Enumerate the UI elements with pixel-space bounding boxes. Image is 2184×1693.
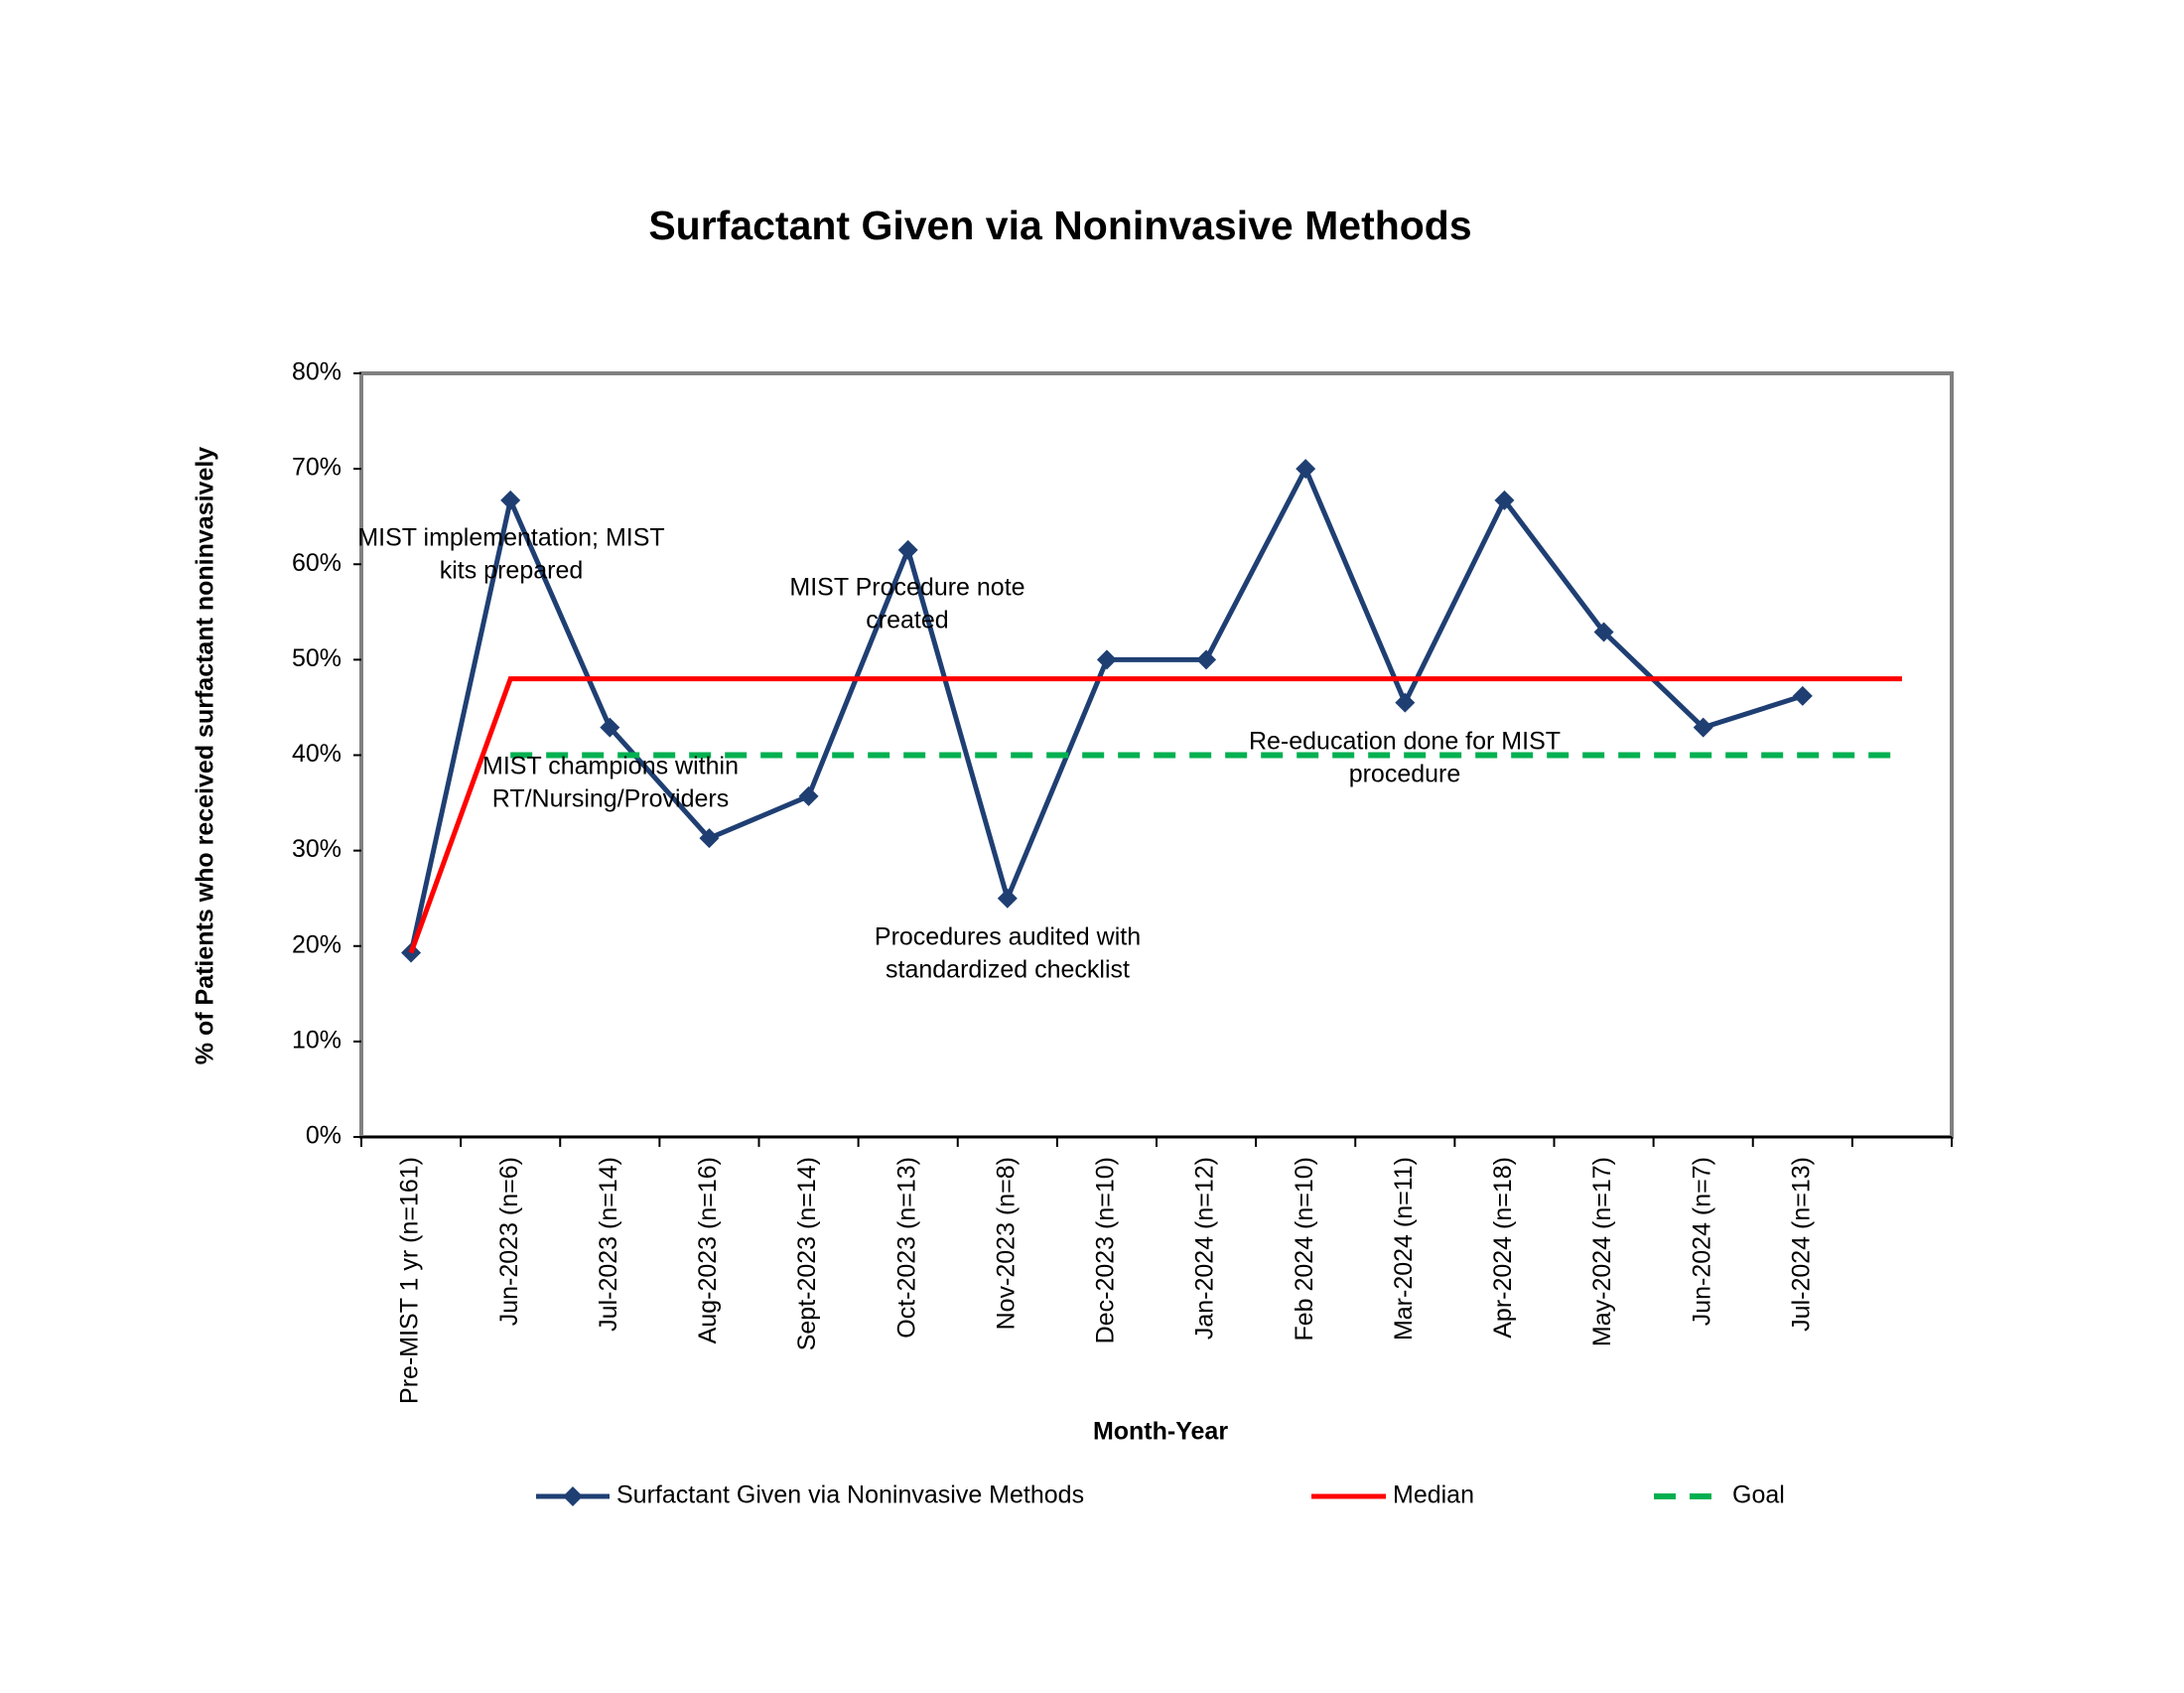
legend-label: Goal (1732, 1481, 1785, 1509)
data-point (1494, 490, 1515, 510)
chart-title: Surfactant Given via Noninvasive Methods (648, 203, 1471, 248)
x-tick-label: Apr-2024 (n=18) (1489, 1157, 1517, 1339)
data-point (600, 717, 620, 738)
y-tick-label: 30% (292, 835, 341, 863)
x-tick-label: Jan-2024 (n=12) (1191, 1157, 1219, 1340)
data-point (897, 539, 918, 560)
annotation: kits prepared (440, 557, 584, 585)
annotation: MIST implementation; MIST (357, 524, 664, 552)
y-axis-label: % of Patients who received surfactant no… (192, 447, 219, 1065)
y-tick-label: 50% (292, 644, 341, 672)
data-point (500, 490, 521, 510)
legend-label: Median (1393, 1481, 1474, 1509)
data-point (1693, 717, 1713, 738)
annotation: MIST champions within (482, 753, 739, 780)
legend-label: Surfactant Given via Noninvasive Methods (616, 1481, 1084, 1509)
data-point (997, 888, 1018, 909)
annotation: Re-education done for MIST (1249, 728, 1561, 756)
x-tick-label: Nov-2023 (n=8) (992, 1157, 1020, 1330)
y-tick-label: 60% (292, 549, 341, 577)
y-tick-label: 40% (292, 740, 341, 768)
x-tick-label: Jul-2024 (n=13) (1787, 1157, 1815, 1332)
data-point (1395, 692, 1416, 713)
annotation: created (866, 607, 948, 635)
y-tick-label: 10% (292, 1026, 341, 1054)
annotation: Procedures audited with (875, 923, 1141, 951)
data-point (1196, 649, 1217, 670)
y-tick-label: 80% (292, 358, 341, 386)
data-point (1593, 622, 1614, 642)
x-tick-label: Pre-MIST 1 yr (n=161) (396, 1157, 424, 1404)
x-tick-label: Jul-2023 (n=14) (595, 1157, 622, 1332)
data-point (1792, 685, 1813, 706)
annotation: RT/Nursing/Providers (492, 785, 730, 813)
x-tick-label: Feb 2024 (n=10) (1291, 1157, 1318, 1341)
data-point (798, 785, 819, 806)
x-tick-label: Jun-2024 (n=7) (1688, 1157, 1715, 1326)
y-tick-label: 0% (306, 1122, 341, 1150)
data-point (1096, 649, 1117, 670)
x-axis-label: Month-Year (1093, 1418, 1228, 1446)
annotation: standardized checklist (886, 956, 1130, 984)
x-tick-label: Sept-2023 (n=14) (793, 1157, 821, 1350)
x-tick-label: Jun-2023 (n=6) (495, 1157, 523, 1326)
x-tick-label: Oct-2023 (n=13) (892, 1157, 920, 1339)
x-tick-label: Dec-2023 (n=10) (1092, 1157, 1120, 1343)
series-line (408, 676, 1902, 954)
data-point (1296, 459, 1316, 480)
y-tick-label: 20% (292, 930, 341, 958)
annotation: MIST Procedure note (789, 574, 1024, 602)
legend-marker (563, 1486, 583, 1506)
data-point (699, 828, 720, 849)
annotation: procedure (1349, 761, 1461, 788)
x-tick-label: May-2024 (n=17) (1588, 1157, 1616, 1346)
x-tick-label: Aug-2023 (n=16) (694, 1157, 722, 1343)
y-tick-label: 70% (292, 454, 341, 482)
x-tick-label: Mar-2024 (n=11) (1390, 1157, 1418, 1340)
